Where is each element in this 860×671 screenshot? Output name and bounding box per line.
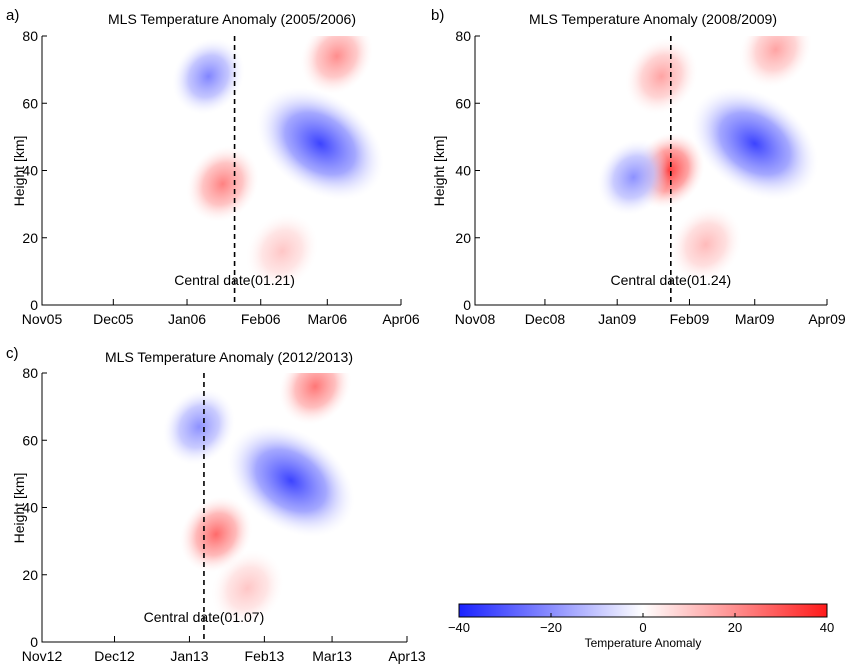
warm-anomaly-region [279,373,352,425]
colorbar: −40 −20 0 20 40 Temperature Anomaly [448,603,834,650]
central-date-label: Central date(01.21) [174,272,295,288]
anomaly-field [172,36,384,290]
y-tick-label: 60 [455,95,471,111]
y-tick-label: 80 [455,28,471,44]
x-tick-label: Mar06 [307,311,347,327]
y-tick-label: 0 [30,634,38,650]
warm-anomaly-region [669,206,742,283]
x-tick-label: Dec08 [525,311,566,327]
anomaly-field [597,36,819,283]
y-tick-label: 80 [22,365,38,381]
warm-anomaly-region [211,550,284,627]
cold-anomaly-region [256,87,384,200]
cold-anomaly-region [227,424,355,537]
central-date-label: Central date(01.07) [144,609,265,625]
y-tick-label: 20 [22,567,38,583]
panel-b: b) MLS Temperature Anomaly (2008/2009) H… [431,7,846,327]
y-tick-label: 20 [455,230,471,246]
y-axis-label: Height [km] [11,136,27,207]
x-tick-label: Nov05 [22,311,63,327]
warm-anomaly-region [179,496,253,573]
warm-anomaly-region [625,38,698,115]
x-tick-label: Jan09 [598,311,636,327]
panel-title: MLS Temperature Anomaly (2008/2009) [529,11,777,27]
axes: 0 20 40 60 80 Nov08 Dec08 Jan09 Feb09 Mar09 Apr09 [455,28,846,327]
x-tick-label: Jan13 [170,648,208,664]
warm-anomaly-region [186,145,259,223]
x-tick-label: Apr13 [388,648,426,664]
y-tick-label: 40 [455,163,471,179]
colorbar-tick-label: 40 [820,620,834,635]
y-tick-label: 80 [22,28,38,44]
warm-anomaly-region [300,36,373,95]
cold-anomaly-region [691,87,819,200]
axes: 0 20 40 60 80 Nov12 Dec12 Jan13 Feb13 Mar13 Apr13 [22,365,426,664]
panel-c: c) MLS Temperature Anomaly (2012/2013) H… [6,345,426,664]
colorbar-tick-label: −20 [540,620,562,635]
x-tick-label: Dec12 [94,648,135,664]
x-tick-label: Dec05 [93,311,134,327]
panel-a: a) MLS Temperature Anomaly (2005/2006) H… [6,7,420,327]
cold-anomaly-region [597,139,670,216]
y-axis-label: Height [km] [431,136,447,207]
anomaly-field [163,373,355,627]
colorbar-tick-label: −40 [448,620,470,635]
warm-anomaly-region [739,36,812,88]
panel-label: b) [431,7,444,24]
colorbar-label: Temperature Anomaly [585,636,702,650]
x-tick-label: Feb06 [241,311,281,327]
x-tick-label: Mar13 [312,648,352,664]
colorbar-tick-label: 20 [728,620,742,635]
warm-anomaly-region [246,213,319,290]
cold-anomaly-region [172,38,245,115]
x-tick-label: Nov08 [455,311,496,327]
x-tick-label: Feb13 [245,648,285,664]
x-tick-label: Mar09 [735,311,775,327]
y-axis-label: Height [km] [11,473,27,544]
y-tick-label: 0 [463,297,471,313]
x-tick-label: Apr06 [382,311,420,327]
cold-anomaly-region [163,388,236,465]
y-tick-label: 60 [22,95,38,111]
y-tick-label: 40 [22,500,38,516]
y-tick-label: 0 [30,297,38,313]
panel-title: MLS Temperature Anomaly (2005/2006) [108,11,356,27]
y-tick-label: 40 [22,163,38,179]
panel-label: a) [6,7,19,24]
x-tick-label: Jan06 [168,311,206,327]
x-tick-label: Nov12 [22,648,63,664]
colorbar-ticks: −40 −20 0 20 40 [448,613,834,635]
y-tick-label: 60 [22,432,38,448]
x-tick-label: Feb09 [670,311,710,327]
colorbar-tick-label: 0 [639,620,646,635]
panel-title: MLS Temperature Anomaly (2012/2013) [105,349,353,365]
y-tick-label: 20 [22,230,38,246]
panel-label: c) [6,345,19,362]
central-date-label: Central date(01.24) [610,272,731,288]
x-tick-label: Apr09 [808,311,846,327]
axes: 0 20 40 60 80 Nov05 Dec05 Jan06 Feb06 Mar06 Apr06 [22,28,420,327]
